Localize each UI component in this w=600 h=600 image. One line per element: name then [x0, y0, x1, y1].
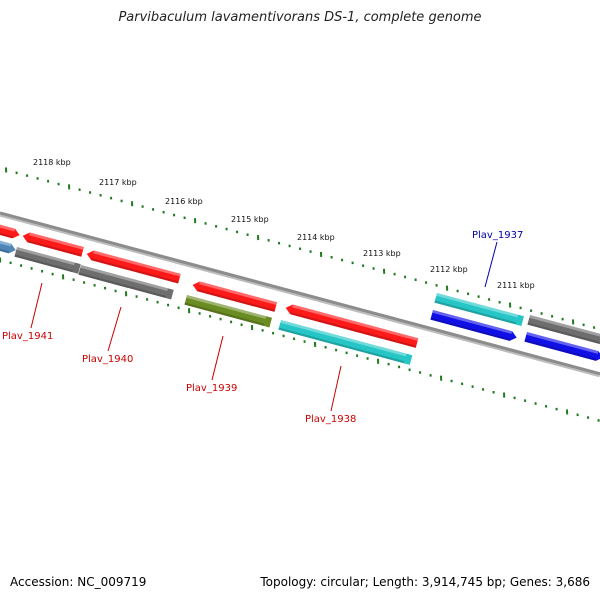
gene-plav-1941b-highlight	[16, 246, 75, 266]
gene-plav-1937-highlight	[436, 293, 519, 318]
accession-text: Accession: NC_009719	[10, 575, 147, 589]
gene-plav-1942b-body	[0, 238, 16, 254]
gene-labels: Plav_1941 Plav_1940 Plav_1939 Plav_1938 Plav…	[2, 230, 523, 425]
gene-plav-1942	[0, 222, 20, 239]
gene-plav-1938-body	[285, 304, 419, 348]
gene-plav-1941-body	[22, 232, 84, 257]
gene-plav-1938b-highlight	[280, 320, 407, 357]
gene-plav-1936-shade	[527, 322, 600, 344]
gene-plav-1937b-highlight	[432, 310, 513, 334]
gene-plav-1940b-shade	[78, 272, 166, 298]
scale-label: 2117 kbp	[99, 178, 137, 187]
leader-line	[107, 306, 122, 352]
gene-plav-1937	[434, 293, 524, 326]
gene-plav-1936-body	[527, 315, 600, 346]
gene-label: Plav_1941	[2, 331, 53, 342]
gene-plav-1939-shade	[197, 289, 276, 312]
gene-plav-1938b-body	[278, 320, 413, 365]
gene-plav-1942-highlight	[0, 222, 16, 232]
gene-label: Plav_1940	[82, 354, 133, 365]
scale-label: 2115 kbp	[231, 215, 269, 224]
outer-scale-ticks	[5, 167, 596, 329]
leader-line	[330, 365, 342, 412]
gene-plav-1941b-shade	[14, 254, 73, 273]
gene-plav-1939	[192, 281, 278, 312]
gene-label: Plav_1939	[186, 383, 237, 394]
gene-plav-1940b-highlight	[80, 265, 168, 292]
gene-plav-1937-body	[434, 293, 524, 326]
topology-text: Topology: circular; Length: 3,914,745 bp…	[260, 575, 590, 589]
gene-label: Plav_1937	[472, 230, 523, 241]
gene-plav-1936b	[524, 332, 600, 361]
gene-plav-1938-shade	[290, 312, 417, 348]
leader-line	[30, 282, 43, 329]
gene-plav-1939-body	[192, 281, 278, 312]
scale-label: 2112 kbp	[430, 265, 468, 274]
gene-plav-1942b-shade	[0, 245, 10, 254]
gene-plav-1938b-shade	[278, 327, 405, 364]
gene-plav-1939b-body	[184, 295, 273, 328]
gene-plav-1940-shade	[91, 258, 179, 284]
scale-label: 2111 kbp	[497, 281, 535, 290]
gene-plav-1941-shade	[27, 240, 82, 257]
gene-plav-1941b-body	[14, 247, 81, 274]
gene-plav-1937b-shade	[430, 317, 511, 341]
scale-label: 2113 kbp	[363, 249, 401, 258]
gene-plav-1936b-highlight	[526, 332, 599, 354]
gene-plav-1942b	[0, 238, 16, 254]
gene-plav-1941-highlight	[29, 232, 84, 250]
map-title: Parvibaculum lavamentivorans DS-1, compl…	[118, 10, 482, 25]
scale-labels: 2118 kbp 2117 kbp 2116 kbp 2115 kbp 2114 kbp…	[33, 158, 535, 290]
gene-plav-1941	[22, 232, 84, 257]
scale-label: 2114 kbp	[297, 233, 335, 242]
gene-plav-1937b-body	[430, 310, 517, 341]
scale-label: 2118 kbp	[33, 158, 71, 167]
gene-plav-1942-shade	[0, 229, 14, 239]
gene-plav-1939b	[184, 295, 273, 328]
genome-backbone	[0, 211, 600, 378]
gene-plav-1939-highlight	[199, 281, 278, 305]
gene-features	[0, 222, 600, 365]
gene-plav-1937-shade	[434, 300, 517, 325]
gene-plav-1941b	[14, 246, 81, 274]
gene-label: Plav_1938	[305, 414, 356, 425]
gene-plav-1939b-highlight	[186, 295, 267, 319]
gene-plav-1942-body	[0, 222, 20, 239]
gene-plav-1940b-body	[78, 265, 174, 300]
gene-plav-1936-highlight	[529, 315, 600, 337]
gene-plav-1940-highlight	[93, 250, 181, 277]
leader-line	[484, 241, 498, 288]
inner-scale-ticks	[0, 257, 600, 422]
gene-plav-1936b-body	[524, 332, 600, 361]
gene-plav-1938b	[278, 320, 413, 365]
gene-plav-1940-body	[86, 250, 181, 284]
gene-plav-1936	[527, 315, 600, 346]
gene-plav-1939b-shade	[184, 302, 265, 326]
backbone-line	[0, 211, 600, 376]
leader-line	[211, 335, 224, 381]
gene-plav-1942b-highlight	[0, 238, 12, 247]
gene-plav-1938	[285, 304, 419, 348]
gene-plav-1940b	[78, 265, 174, 300]
scale-label: 2116 kbp	[165, 197, 203, 206]
gene-plav-1937b	[430, 310, 517, 341]
gene-plav-1938-highlight	[292, 304, 419, 341]
gene-plav-1936b-shade	[524, 339, 597, 361]
gene-plav-1940	[86, 250, 181, 284]
